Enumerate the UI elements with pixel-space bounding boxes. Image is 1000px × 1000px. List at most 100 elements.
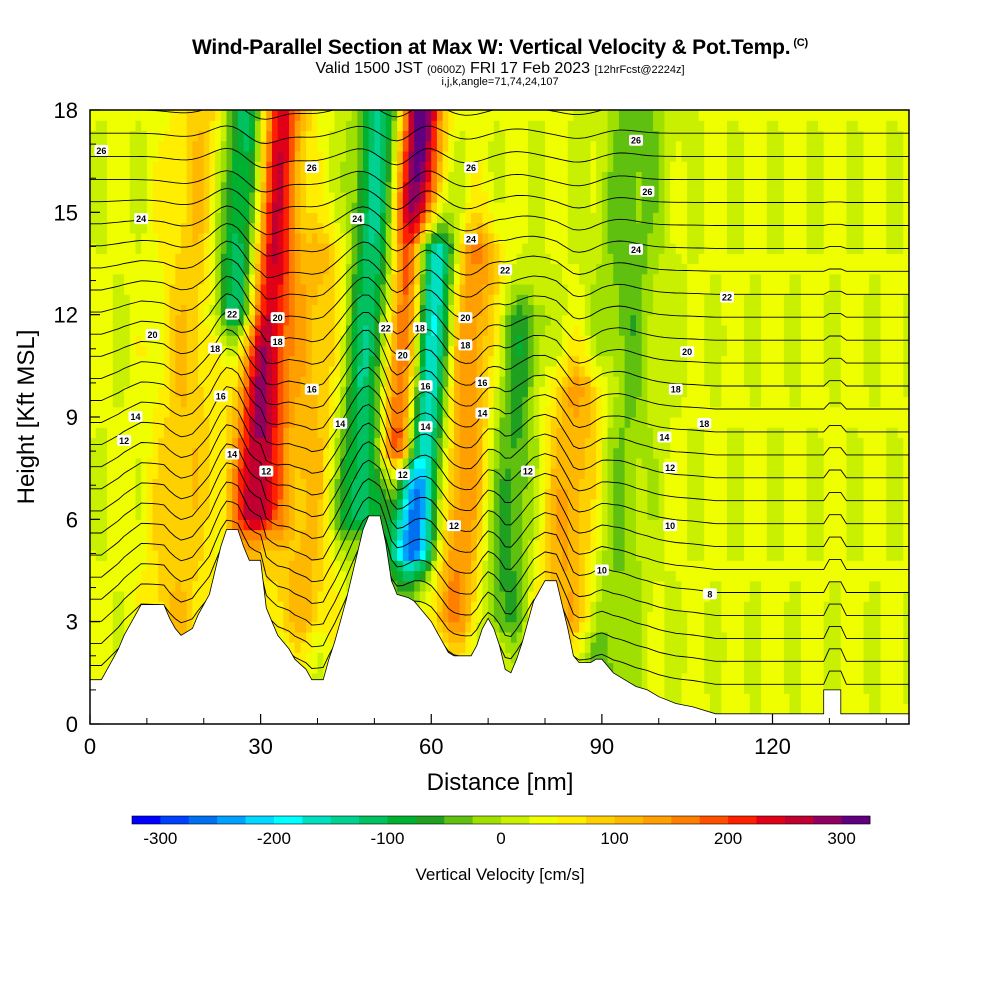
- heat-cell: [226, 232, 233, 244]
- heat-cell: [141, 355, 148, 367]
- heat-cell: [112, 427, 120, 439]
- heat-cell: [493, 202, 501, 213]
- heat-cell: [186, 498, 193, 510]
- heat-cell: [95, 110, 102, 121]
- heat-cell: [294, 191, 302, 203]
- heat-cell: [323, 447, 330, 459]
- heat-cell: [368, 294, 375, 306]
- heat-cell: [272, 243, 279, 254]
- heat-cell: [209, 355, 216, 367]
- heat-cell: [158, 539, 165, 551]
- heat-cell: [493, 468, 501, 479]
- heat-cell: [539, 457, 546, 469]
- heat-cell: [311, 191, 319, 203]
- heat-cell: [198, 304, 205, 316]
- heat-cell: [351, 345, 358, 357]
- heat-cell: [448, 314, 455, 326]
- heat-cell: [124, 457, 131, 469]
- heat-cell: [408, 212, 415, 224]
- heat-cell: [357, 417, 364, 428]
- heat-cell: [328, 161, 336, 172]
- heat-cell: [266, 202, 273, 213]
- heat-cell: [300, 478, 307, 490]
- heat-cell: [527, 212, 535, 224]
- heat-cell: [175, 396, 182, 408]
- heat-cell: [516, 212, 523, 224]
- heat-cell: [203, 130, 211, 142]
- heat-cell: [476, 590, 484, 602]
- heat-cell: [380, 120, 387, 132]
- heat-cell: [118, 550, 125, 561]
- heat-cell: [391, 580, 398, 592]
- heat-cell: [95, 130, 102, 142]
- heat-cell: [408, 243, 415, 254]
- heat-cell: [345, 130, 353, 142]
- heat-cell: [198, 529, 205, 541]
- heat-cell: [311, 365, 319, 377]
- heat-cell: [380, 427, 387, 439]
- heat-cell: [289, 324, 296, 336]
- heat-cell: [283, 140, 290, 152]
- heat-cell: [488, 202, 495, 213]
- heat-cell: [471, 417, 478, 428]
- heat-cell: [516, 253, 523, 265]
- heat-cell: [306, 611, 313, 623]
- heat-cell: [112, 140, 120, 152]
- heat-cell: [118, 222, 125, 234]
- heat-cell: [135, 120, 142, 132]
- heat-cell: [408, 519, 415, 531]
- heat-cell: [317, 253, 324, 265]
- heat-cell: [374, 509, 381, 520]
- heat-cell: [260, 498, 267, 510]
- heat-cell: [95, 222, 102, 234]
- heat-cell: [254, 376, 262, 387]
- heat-cell: [289, 590, 296, 602]
- heat-cell: [436, 110, 444, 121]
- heat-cell: [510, 283, 518, 295]
- heat-cell: [374, 386, 381, 398]
- heat-cell: [493, 345, 501, 357]
- heat-cell: [539, 529, 546, 541]
- heat-cell: [351, 304, 358, 316]
- heat-cell: [272, 212, 279, 224]
- heat-cell: [129, 376, 137, 387]
- heat-cell: [323, 161, 330, 172]
- heat-cell: [124, 263, 131, 275]
- heat-cell: [135, 140, 142, 152]
- heat-cell: [249, 191, 256, 203]
- heat-cell: [391, 509, 398, 520]
- heat-cell: [289, 161, 296, 172]
- heat-cell: [368, 120, 375, 132]
- heat-cell: [146, 212, 154, 224]
- heat-cell: [493, 560, 501, 572]
- heat-cell: [414, 580, 421, 592]
- heat-cell: [192, 457, 199, 469]
- heat-cell: [289, 488, 296, 500]
- heat-cell: [294, 396, 302, 408]
- heat-cell: [226, 191, 233, 203]
- heat-cell: [175, 417, 182, 428]
- heat-cell: [300, 509, 307, 520]
- heat-cell: [186, 417, 193, 428]
- heat-cell: [277, 509, 284, 520]
- heat-cell: [175, 140, 182, 152]
- heat-cell: [254, 140, 262, 152]
- heat-cell: [243, 447, 250, 459]
- heat-cell: [158, 376, 165, 387]
- heat-cell: [300, 447, 307, 459]
- heat-cell: [505, 222, 512, 234]
- heat-cell: [129, 437, 137, 449]
- heat-cell: [141, 478, 148, 490]
- heat-cell: [272, 253, 279, 265]
- heat-cell: [152, 529, 159, 541]
- heat-cell: [357, 161, 364, 172]
- heat-cell: [192, 437, 199, 449]
- heat-cell: [550, 447, 557, 459]
- heat-cell: [436, 324, 444, 336]
- heat-cell: [124, 110, 131, 121]
- heat-cell: [368, 314, 375, 326]
- heat-cell: [499, 273, 506, 285]
- heat-cell: [368, 355, 375, 367]
- heat-cell: [209, 386, 216, 398]
- heat-cell: [471, 560, 478, 572]
